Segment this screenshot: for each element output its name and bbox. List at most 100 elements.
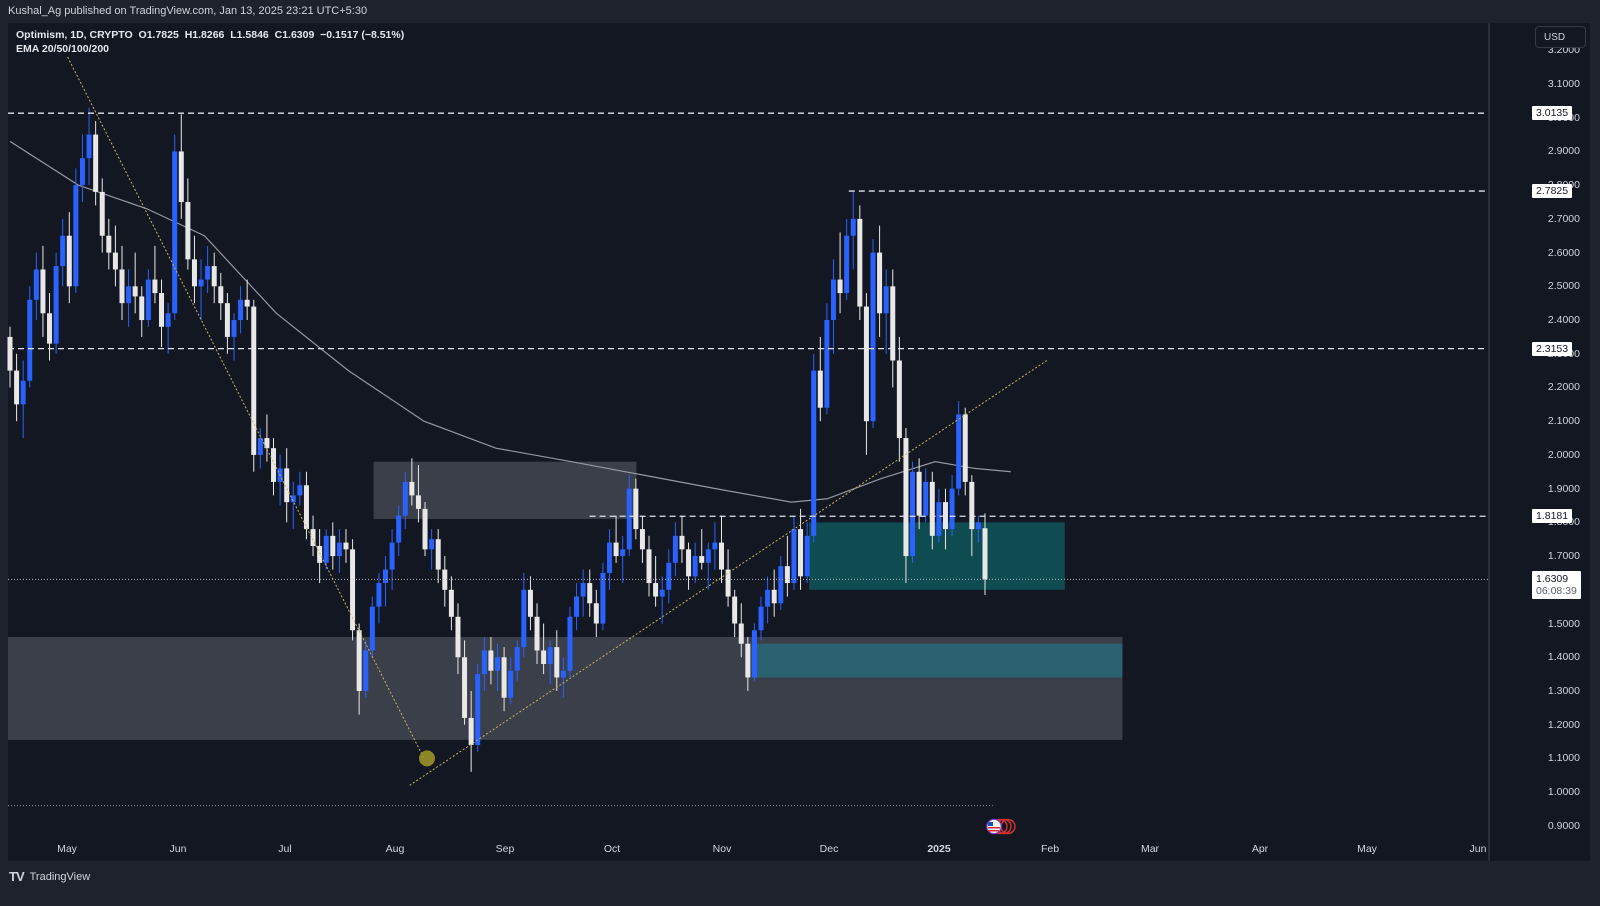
trendline[interactable] [67,56,425,759]
candle-body [132,286,138,297]
candle-body [126,286,132,304]
candle-body [527,589,533,617]
candle-body [745,643,751,678]
candle-body [172,151,178,314]
candle-body [975,522,981,530]
time-axis-label: Apr [1251,843,1269,855]
candle-body [837,279,843,294]
price-tick: 1.1000 [1547,752,1580,765]
supply-zone[interactable] [373,461,637,519]
candle-body [508,670,514,698]
candle-body [771,589,777,604]
price-tick: 2.7000 [1547,212,1580,225]
price-level-label: 2.3153 [1532,341,1573,356]
candle-body [732,596,738,624]
demand-zone-teal-lower[interactable] [751,643,1123,678]
top-bar: Kushal_Ag published on TradingView.com, … [0,0,1600,22]
candle-body [178,151,184,203]
candle-body [501,657,507,698]
candle-body [672,535,678,563]
candle-body [211,266,217,287]
candle-body [264,438,270,449]
candle-body [145,279,151,321]
candle-body [613,542,619,557]
price-tick: 3.1000 [1547,78,1580,90]
candle-body [560,670,566,678]
candle-body [475,674,481,745]
candle-body [817,370,823,408]
price-tick: 2.2000 [1547,381,1580,394]
candle-body [514,647,520,671]
current-price-label: 1.6309 06:08:39 [1532,571,1581,600]
candle-body [481,650,487,675]
candle-body [567,616,573,671]
candle-body [112,252,118,270]
high-value: H1.8266 [184,29,225,41]
candle-body [738,623,744,644]
time-axis-label: May [57,843,77,855]
time-axis-label: Nov [712,843,732,855]
candle-body [369,606,375,651]
low-value: L1.5846 [230,29,269,41]
candle-body [86,134,92,159]
candle-body [238,299,244,321]
time-axis-label: Feb [1040,843,1060,855]
candle-body [633,488,639,530]
candle-body [53,266,59,344]
price-tick: 1.7000 [1547,550,1580,563]
candle-body [606,542,612,573]
candle-body [389,542,395,570]
candle-body [218,286,224,304]
candle-body [99,191,105,236]
candle-body [284,468,290,503]
time-axis-label: Oct [603,843,621,855]
candle-body [626,488,632,550]
candle-body [396,515,402,543]
publisher-info: Kushal_Ag published on TradingView.com, … [8,5,368,17]
candle-body [824,320,830,408]
candle-body [850,218,856,236]
candle-body [409,481,415,496]
candle-body [435,539,441,570]
candle-body [310,529,316,546]
brand-label: TradingView [29,870,91,883]
candle-body [251,306,257,455]
time-axis-label: Jul [278,843,292,855]
currency-button[interactable]: USD [1535,26,1586,48]
candle-body [916,471,922,516]
price-level-label: 2.7825 [1532,184,1573,199]
tradingview-brand[interactable]: TV TradingView [9,869,90,884]
price-tick: 2.5000 [1547,280,1580,293]
time-axis-label: Aug [385,843,405,855]
price-level-label: 3.0135 [1532,106,1573,121]
candle-body [224,303,230,337]
symbol-label[interactable]: Optimism, 1D, CRYPTO [16,29,133,41]
us-flag-events-icon[interactable] [983,818,1017,835]
candle-body [159,293,165,327]
candle-body [600,572,606,624]
candle-body [60,235,66,267]
candle-body [350,549,356,631]
current-price-value: 1.6309 [1536,573,1569,586]
candle-body [139,296,145,321]
candle-body [725,569,731,597]
candle-body [455,616,461,658]
ema-200-line [9,140,1011,503]
candle-body [890,286,896,361]
candle-body [205,266,211,280]
candle-body [257,438,263,455]
indicator-row[interactable]: EMA 20/50/100/200 [16,42,404,56]
open-value: O1.7825 [138,29,179,41]
candle-body [191,259,197,287]
candle-body [244,299,250,307]
tradingview-logo-icon: TV [9,869,25,884]
price-tick: 0.9000 [1547,819,1580,832]
candle-body [429,539,435,550]
price-axis[interactable] [1489,23,1590,861]
ohlc-row: Optimism, 1D, CRYPTO O1.7825 H1.8266 L1.… [16,28,404,42]
candle-body [488,650,494,671]
candle-body [929,481,935,536]
candle-body [896,360,902,439]
ema-indicator-label[interactable]: EMA 20/50/100/200 [16,43,110,55]
